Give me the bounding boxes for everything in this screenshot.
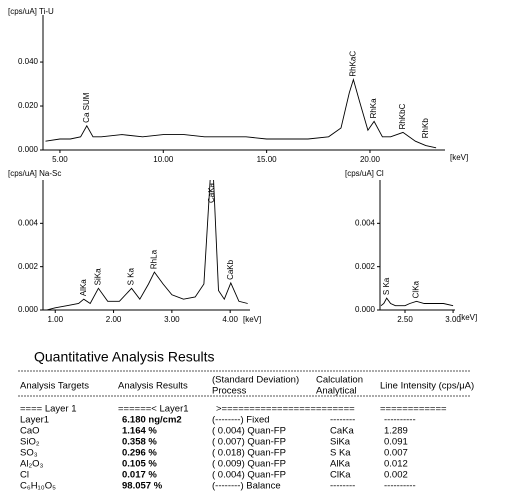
table-cell: S Ka (330, 448, 351, 459)
y-tick-label: 0.002 (355, 262, 376, 271)
x-tick-label: 10.00 (153, 155, 174, 164)
peak-label: S Ka (382, 277, 391, 295)
table-cell: (--------) Balance (212, 481, 281, 492)
x-axis-label: [keV] (459, 313, 477, 322)
table-cell: 0.296 % (122, 448, 157, 459)
table-header: Calculation (316, 375, 363, 386)
peak-label: ClKa (412, 280, 421, 298)
y-tick-label: 0.004 (355, 218, 376, 227)
y-tick-label: 0.040 (18, 57, 39, 66)
table-cell: 1.164 % (122, 426, 157, 437)
table-cell: (--------) Fixed (212, 415, 270, 426)
table-header: Analysis Results (118, 381, 188, 392)
table-cell: 0.017 % (122, 470, 157, 481)
x-tick-label: 3.00 (445, 315, 461, 324)
peak-label: RhLa (149, 249, 158, 269)
table-cell: AlKa (330, 459, 351, 470)
spectrum-line (45, 78, 437, 149)
layer-marker: >======================== (216, 404, 355, 415)
table-cell: 98.057 % (122, 481, 163, 492)
peak-label: SiKa (94, 268, 103, 285)
spectrum-line (46, 180, 248, 310)
peak-label: CaKa (207, 182, 216, 203)
table-cell: 1.289 (384, 426, 408, 437)
table-cell: SiO₂ (20, 437, 40, 448)
y-tick-label: 0.000 (355, 305, 376, 314)
table-cell: C₆H₁₀O₅ (20, 481, 56, 492)
table-cell: 0.012 (384, 459, 408, 470)
table-cell: SO₃ (20, 448, 38, 459)
table-cell: Layer1 (20, 415, 49, 426)
table-cell: ClKa (330, 470, 351, 481)
x-tick-label: 15.00 (257, 155, 278, 164)
table-cell: CaO (20, 426, 40, 437)
report-title: Quantitative Analysis Results (34, 349, 215, 365)
table-cell: ( 0.018) Quan-FP (212, 448, 286, 459)
table-cell: Al₂O₃ (20, 459, 44, 470)
table-cell: 0.358 % (122, 437, 157, 448)
y-tick-label: 0.000 (18, 145, 39, 154)
table-header: Analysis Targets (20, 381, 89, 392)
table-cell: ( 0.007) Quan-FP (212, 437, 286, 448)
x-tick-label: 4.00 (222, 315, 238, 324)
peak-label: CaKb (226, 259, 235, 280)
table-cell: SiKa (330, 437, 351, 448)
peak-label: RhKbC (398, 103, 407, 129)
peak-label: RhKb (421, 118, 430, 139)
table-cell: ( 0.004) Quan-FP (212, 426, 286, 437)
table-cell: 0.002 (384, 470, 408, 481)
table-cell: ---------- (384, 481, 416, 492)
table-cell: ( 0.004) Quan-FP (212, 470, 286, 481)
table-cell: -------- (330, 481, 355, 492)
y-tick-label: 0.000 (18, 305, 39, 314)
layer-marker: ============ (380, 404, 447, 415)
table-cell: CaKa (330, 426, 354, 437)
table-cell: 6.180 ng/cm2 (122, 415, 182, 426)
table-cell: Cl (20, 470, 29, 481)
y-tick-label: 0.020 (18, 101, 39, 110)
peak-label: AlKa (79, 279, 88, 296)
x-tick-label: 2.00 (106, 315, 122, 324)
table-cell: ( 0.009) Quan-FP (212, 459, 286, 470)
peak-label: Ca SUM (82, 92, 91, 123)
table-cell: 0.007 (384, 448, 408, 459)
y-axis-label: [cps/uA] Cl (345, 169, 384, 178)
x-tick-label: 5.00 (52, 155, 68, 164)
y-axis-label: [cps/uA] Ti-U (8, 7, 54, 16)
table-header: (Standard Deviation) (212, 375, 299, 386)
x-tick-label: 1.00 (47, 315, 63, 324)
table-header: Line Intensity (cps/μA) (380, 381, 474, 392)
x-axis-label: [keV] (243, 315, 261, 324)
table-cell: 0.105 % (122, 459, 157, 470)
table-header: Analytical (316, 386, 357, 397)
spectrum-line (380, 297, 454, 307)
y-tick-label: 0.002 (18, 262, 39, 271)
table-header: Process (212, 386, 247, 397)
x-tick-label: 20.00 (360, 155, 381, 164)
y-tick-label: 0.004 (18, 218, 39, 227)
layer-marker: ==== Layer 1 (20, 404, 77, 415)
peak-label: S Ka (127, 267, 136, 285)
peak-label: RhKa (369, 98, 378, 119)
table-cell: 0.091 (384, 437, 408, 448)
x-tick-label: 3.00 (164, 315, 180, 324)
table-cell: ---------- (384, 415, 416, 426)
x-tick-label: 2.50 (397, 315, 413, 324)
y-axis-label: [cps/uA] Na-Sc (8, 169, 61, 178)
layer-marker: ======< Layer1 (118, 404, 189, 415)
table-cell: -------- (330, 415, 355, 426)
peak-label: RhKaC (349, 51, 358, 77)
x-axis-label: [keV] (450, 153, 468, 162)
